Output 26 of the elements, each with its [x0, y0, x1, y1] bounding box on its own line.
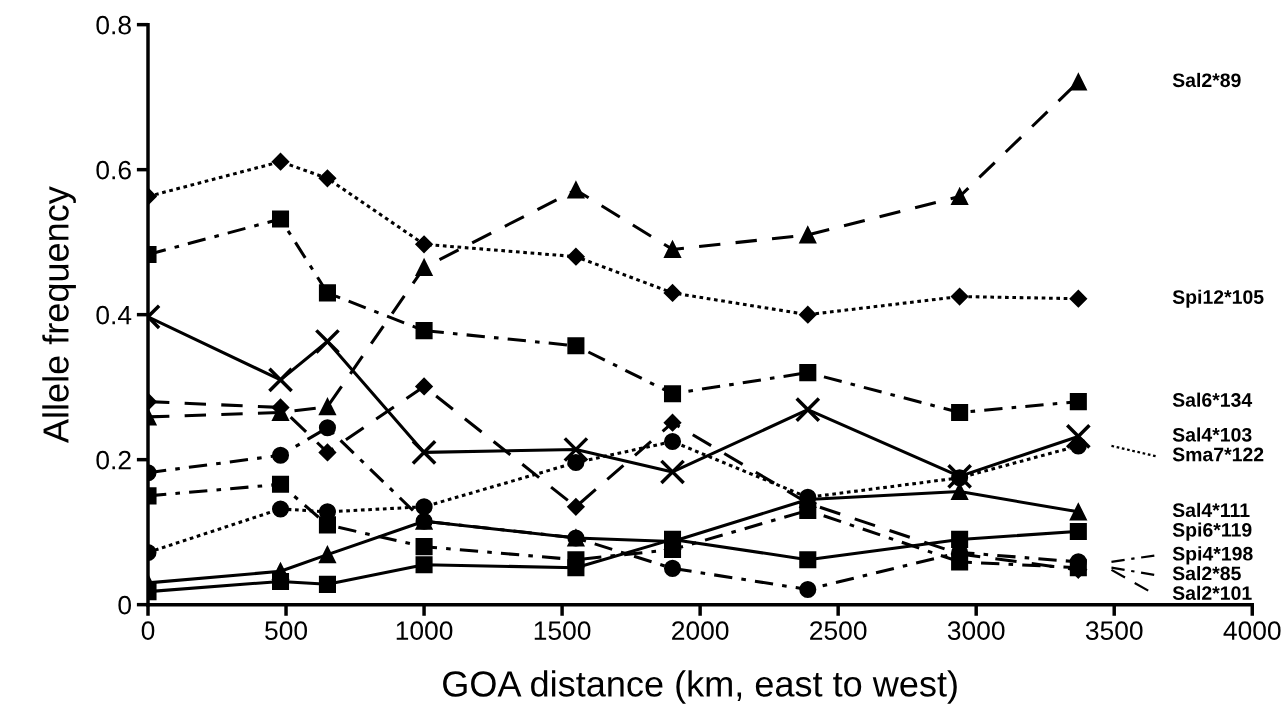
y-tick-label: 0.4: [96, 305, 132, 325]
x-tick-label: 1500: [534, 621, 591, 641]
legend-label: Spi4*198: [1172, 546, 1253, 565]
y-axis-title: Allele frequency: [42, 186, 76, 444]
text: Sal2*101: [1172, 585, 1252, 601]
x-tick-label: 1000: [396, 621, 453, 641]
text: Sal4*103: [1172, 427, 1252, 442]
x-tick-label: 500: [265, 621, 308, 641]
text: Spi6*119: [1172, 522, 1252, 541]
text: Sal6*134: [1172, 392, 1253, 407]
y-tick-label: 0.2: [96, 450, 131, 470]
legend-label: Sal2*85: [1172, 566, 1241, 581]
x-tick-label: 2000: [672, 621, 729, 641]
y-tick-label: 0: [118, 595, 131, 615]
text: Sal2*89: [1172, 72, 1241, 88]
x-tick-label: 3500: [1085, 621, 1143, 641]
x-tick-label: 0: [141, 621, 155, 641]
x-tick-label: 4000: [1223, 621, 1281, 641]
legend-label: Sma7*122: [1172, 447, 1264, 462]
x-tick-label: 2500: [810, 621, 867, 641]
x-tick-label: 3000: [947, 621, 1005, 641]
text: Spi12*105: [1172, 289, 1264, 308]
x-axis-title: GOA distance (km, east to west): [443, 670, 957, 704]
text: Sal4*111: [1172, 502, 1250, 518]
y-tick-label: 0.8: [96, 15, 131, 35]
y-tick-label: 0.6: [96, 160, 131, 180]
